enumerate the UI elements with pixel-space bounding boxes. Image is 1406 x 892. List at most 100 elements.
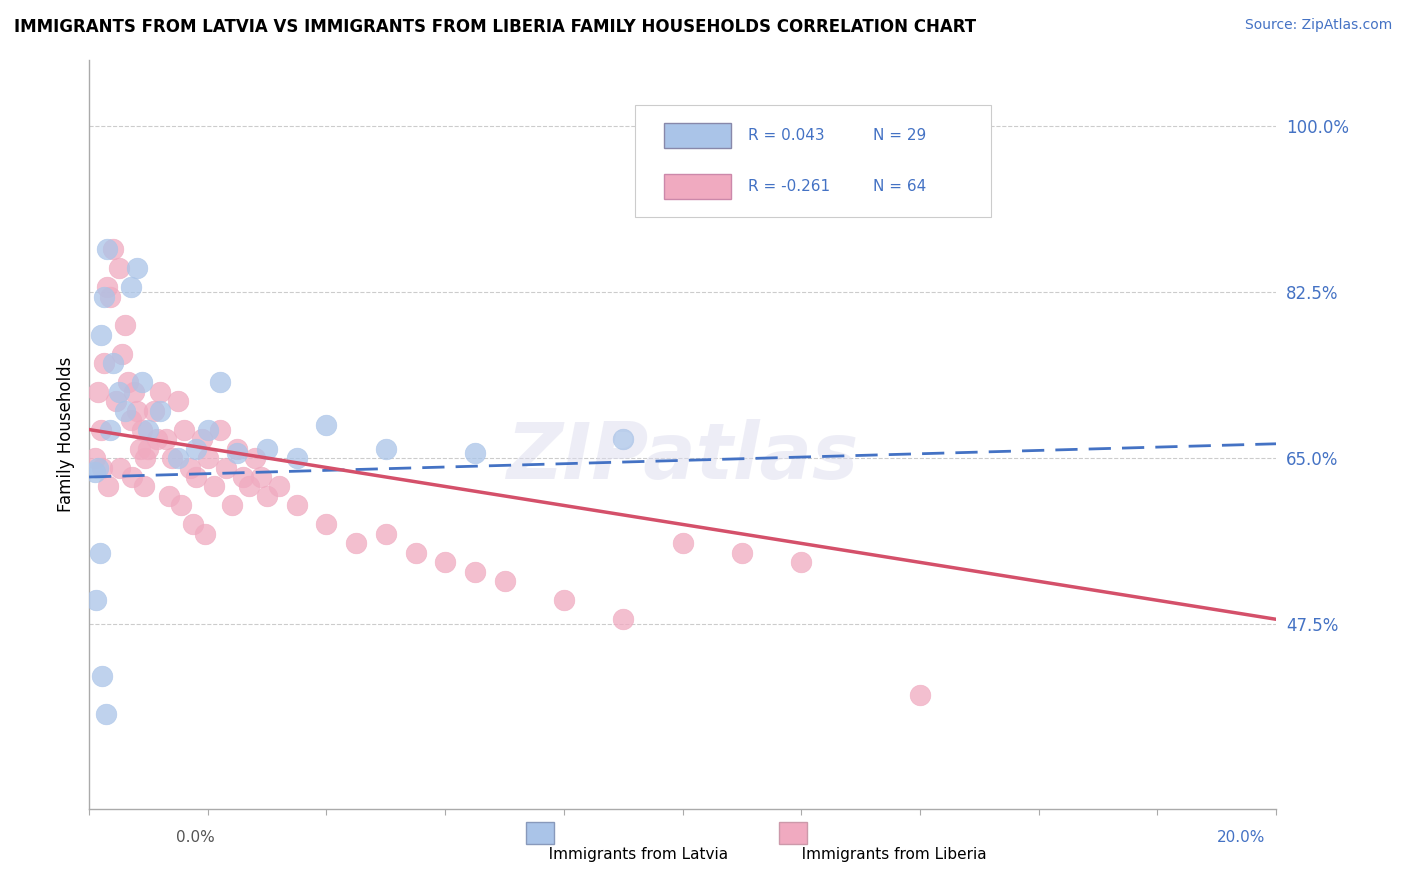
Point — [191, 432, 214, 446]
Point — [97, 479, 120, 493]
Point — [101, 356, 124, 370]
Point — [173, 423, 195, 437]
Point — [157, 489, 180, 503]
Point — [131, 375, 153, 389]
Point — [374, 442, 396, 456]
Point — [181, 517, 204, 532]
Point — [125, 261, 148, 276]
Point — [121, 470, 143, 484]
Point — [90, 423, 112, 437]
Point — [131, 423, 153, 437]
Point — [671, 536, 693, 550]
Point — [160, 450, 183, 465]
Point — [125, 403, 148, 417]
Point — [143, 403, 166, 417]
Point — [114, 403, 136, 417]
Point — [315, 517, 337, 532]
Point — [167, 394, 190, 409]
Point — [128, 442, 150, 456]
Point — [149, 384, 172, 399]
Text: 20.0%: 20.0% — [1218, 830, 1265, 845]
Point — [108, 460, 131, 475]
Point — [90, 327, 112, 342]
Text: R = 0.043: R = 0.043 — [748, 128, 824, 143]
Point — [114, 318, 136, 333]
Point — [208, 375, 231, 389]
Point — [96, 280, 118, 294]
Point — [107, 384, 129, 399]
Point — [245, 450, 267, 465]
Point — [149, 403, 172, 417]
Point — [267, 479, 290, 493]
Point — [91, 669, 114, 683]
Point — [170, 499, 193, 513]
Point — [167, 450, 190, 465]
Point — [184, 470, 207, 484]
Point — [98, 290, 121, 304]
Point — [315, 417, 337, 432]
Text: Immigrants from Liberia: Immigrants from Liberia — [787, 847, 987, 863]
Point — [197, 450, 219, 465]
Point — [232, 470, 254, 484]
Point — [464, 565, 486, 579]
Point — [256, 489, 278, 503]
Point — [122, 384, 145, 399]
Point — [179, 460, 201, 475]
Point — [238, 479, 260, 493]
Point — [120, 280, 142, 294]
Point — [494, 574, 516, 589]
Point — [84, 593, 107, 607]
Point — [155, 432, 177, 446]
Point — [908, 688, 931, 702]
Point — [553, 593, 575, 607]
Text: N = 64: N = 64 — [873, 178, 925, 194]
Point — [405, 546, 427, 560]
Point — [612, 612, 634, 626]
Point — [285, 499, 308, 513]
Point — [87, 384, 110, 399]
Point — [731, 546, 754, 560]
Point — [202, 479, 225, 493]
Text: ZIPatlas: ZIPatlas — [506, 418, 859, 495]
Point — [256, 442, 278, 456]
Point — [104, 394, 127, 409]
Point — [107, 261, 129, 276]
Point — [87, 460, 110, 475]
Point — [344, 536, 367, 550]
Point — [89, 546, 111, 560]
Point — [226, 442, 249, 456]
Point — [146, 432, 169, 446]
Point — [101, 243, 124, 257]
Text: IMMIGRANTS FROM LATVIA VS IMMIGRANTS FROM LIBERIA FAMILY HOUSEHOLDS CORRELATION : IMMIGRANTS FROM LATVIA VS IMMIGRANTS FRO… — [14, 18, 976, 36]
Point — [111, 346, 134, 360]
Point — [91, 460, 114, 475]
Point — [84, 465, 107, 479]
Point — [98, 423, 121, 437]
Point — [221, 499, 243, 513]
Point — [184, 442, 207, 456]
Point — [226, 446, 249, 460]
Point — [194, 527, 217, 541]
Point — [93, 356, 115, 370]
Point — [134, 450, 156, 465]
Point — [120, 413, 142, 427]
Text: Source: ZipAtlas.com: Source: ZipAtlas.com — [1244, 18, 1392, 32]
Point — [434, 555, 457, 569]
Point — [93, 290, 115, 304]
Point — [197, 423, 219, 437]
Text: N = 29: N = 29 — [873, 128, 925, 143]
Text: 0.0%: 0.0% — [176, 830, 215, 845]
Text: Immigrants from Latvia: Immigrants from Latvia — [534, 847, 728, 863]
Point — [250, 470, 273, 484]
FancyBboxPatch shape — [636, 104, 991, 217]
Point — [790, 555, 813, 569]
Point — [132, 479, 155, 493]
Point — [208, 423, 231, 437]
Point — [138, 423, 160, 437]
Text: R = -0.261: R = -0.261 — [748, 178, 830, 194]
Y-axis label: Family Households: Family Households — [58, 357, 75, 512]
Point — [96, 243, 118, 257]
Point — [214, 460, 236, 475]
Point — [84, 450, 107, 465]
Point — [117, 375, 139, 389]
